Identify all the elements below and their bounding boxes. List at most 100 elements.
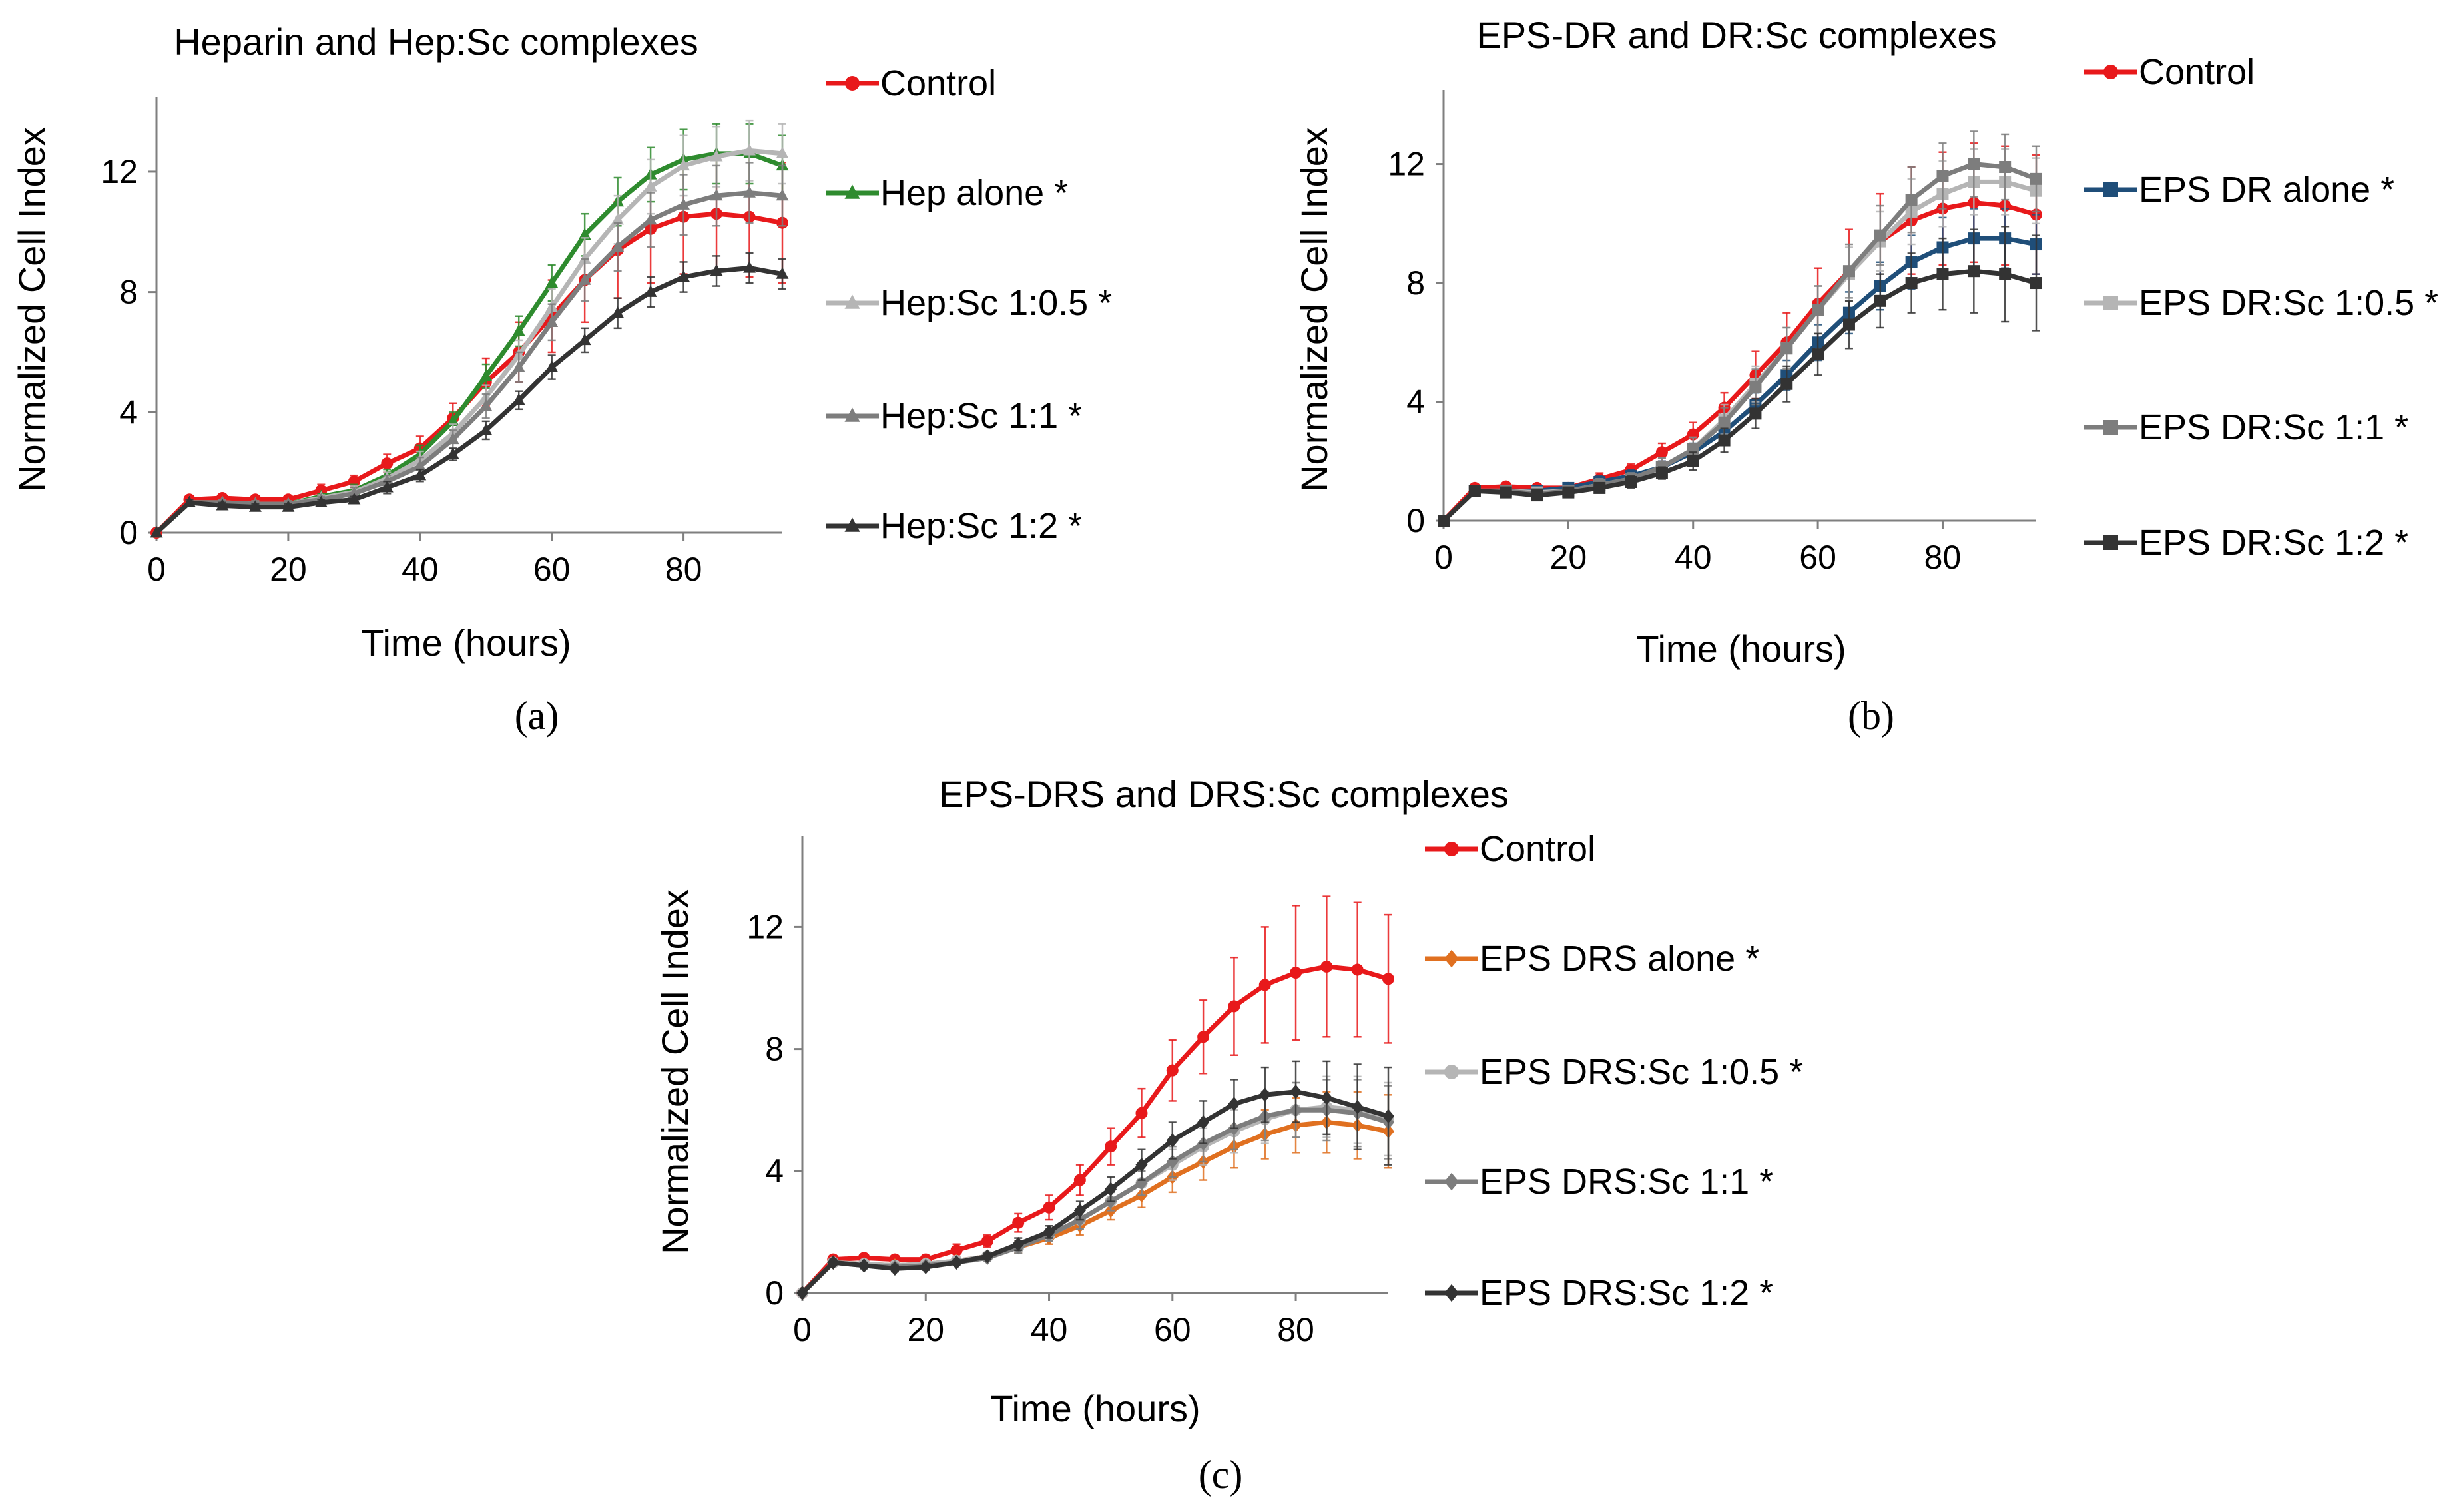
chart-a-data-point [776, 188, 789, 201]
chart-a-series-2 [150, 119, 789, 538]
chart-b-ytick-label: 4 [1406, 383, 1425, 421]
chart-c-data-point [1166, 1064, 1179, 1077]
chart-a-data-point [578, 273, 591, 285]
chart-a-data-point [578, 228, 591, 240]
chart-a-title: Heparin and Hep:Sc complexes [174, 21, 698, 63]
chart-a-ylabel: Normalized Cell Index [11, 127, 53, 492]
chart-c-data-point [1073, 1174, 1086, 1186]
chart-b-legend-label: Control [2139, 52, 2255, 92]
chart-b-data-point [1812, 304, 1824, 316]
chart-c-data-point [1012, 1216, 1025, 1229]
chart-b-data-point [1905, 194, 1918, 206]
chart-b-data-point [1874, 229, 1886, 242]
chart-a-legend-label: Hep alone * [880, 173, 1068, 213]
chart-c-data-point [1351, 963, 1364, 976]
chart-a-xtick-label: 60 [533, 551, 571, 588]
chart-a-data-point [413, 468, 427, 481]
chart-b-legend-marker [2103, 65, 2118, 79]
chart-a-ytick-label: 0 [119, 514, 138, 551]
chart-c-data-point [1043, 1224, 1055, 1240]
chart-b-data-point [1562, 486, 1575, 499]
chart-b-data-point [1842, 265, 1855, 278]
chart-a-data-point [150, 525, 163, 538]
chart-c-data-point [1197, 1031, 1210, 1043]
chart-a-data-point [776, 267, 789, 279]
chart-a-ytick-label: 4 [119, 393, 138, 431]
chart-b-xtick-label: 0 [1434, 539, 1453, 576]
chart-a-data-point [578, 333, 591, 346]
chart-a-data-point [545, 276, 559, 288]
panel-b-chart: EPS-DR and DR:Sc complexes Normalized Ce… [1293, 14, 2438, 738]
chart-b-data-point [1780, 378, 1793, 390]
chart-a-series-line [154, 265, 783, 535]
chart-a-data-point [512, 360, 525, 372]
chart-a-legend-entry: Hep:Sc 1:2 * [826, 506, 1082, 546]
chart-a-data-point [644, 180, 657, 192]
chart-a-data-point [479, 423, 493, 435]
chart-a-data-point [446, 447, 459, 459]
chart-c-data-point [1290, 967, 1302, 979]
chart-b-xtick-label: 20 [1550, 539, 1587, 576]
chart-a-data-point [710, 149, 723, 162]
chart-a-xtick-label: 0 [147, 551, 166, 588]
chart-c-data-point [1105, 1140, 1117, 1153]
chart-c-series-line [800, 964, 1389, 1295]
chart-a-xtick-label: 80 [665, 551, 702, 588]
chart-c-xtick-label: 60 [1154, 1311, 1191, 1348]
chart-a-series-3 [150, 162, 789, 538]
chart-a-xtick-label: 20 [270, 551, 307, 588]
chart-c-legend-marker [1444, 949, 1459, 968]
chart-a-data-point [479, 369, 493, 381]
chart-a-data-point [282, 500, 295, 512]
chart-b-legend-marker [2103, 420, 2118, 435]
chart-a-data-point [446, 432, 459, 445]
chart-a-data-point [611, 306, 625, 318]
chart-c-legend: Control EPS DRS alone * EPS DRS:Sc 1:0.5 *… [1425, 829, 1803, 1313]
chart-c-ytick-label: 4 [765, 1152, 784, 1190]
chart-b-xtick-label: 40 [1675, 539, 1712, 576]
chart-a-data-point [348, 486, 361, 499]
chart-b-data-point [1780, 342, 1793, 355]
chart-a-legend-marker [844, 517, 860, 532]
chart-b-legend-label: EPS DR:Sc 1:0.5 * [2139, 283, 2438, 323]
chart-c-ylabel: Normalized Cell Index [654, 889, 696, 1254]
chart-a-data-point [348, 492, 361, 505]
chart-a-data-point [380, 480, 394, 493]
chart-b-data-point [2030, 172, 2042, 185]
chart-b-plot-area: 0 4 8 12 0 20 40 60 80 [1388, 90, 2042, 576]
chart-c-data-point [1258, 1087, 1271, 1103]
chart-c-data-point [1351, 1099, 1364, 1115]
chart-b-legend-label: EPS DR:Sc 1:2 * [2139, 523, 2408, 563]
chart-a-legend-label: Hep:Sc 1:1 * [880, 396, 1082, 436]
chart-c-xtick-label: 40 [1031, 1311, 1068, 1348]
chart-c-data-point [1012, 1236, 1025, 1252]
chart-a-data-point [479, 399, 493, 411]
chart-a-series-1 [150, 123, 789, 538]
chart-a-legend: Control Hep alone * Hep:Sc 1:0.5 * Hep:Sc 1… [826, 63, 1112, 546]
chart-c-data-point [1382, 973, 1394, 985]
chart-c-panel-label: (c) [1199, 1453, 1243, 1497]
chart-c-ytick-label: 8 [765, 1031, 784, 1068]
chart-b-legend-entry: Control [2084, 52, 2255, 92]
chart-a-data-point [512, 324, 525, 336]
chart-b-data-point [1999, 268, 2012, 280]
chart-c-data-point [950, 1244, 963, 1256]
chart-b-legend-marker [2103, 535, 2118, 550]
chart-a-ytick-label: 12 [101, 153, 138, 190]
chart-b-ylabel: Normalized Cell Index [1293, 127, 1335, 492]
chart-b-legend: Control EPS DR alone * EPS DR:Sc 1:0.5 * EP… [2084, 52, 2438, 563]
chart-b-data-point [1438, 515, 1450, 527]
chart-a-data-point [248, 500, 262, 512]
chart-a-legend-marker [844, 407, 860, 422]
chart-b-legend-entry: EPS DR:Sc 1:1 * [2084, 407, 2408, 447]
chart-b-data-point [1905, 277, 1918, 290]
chart-b-data-point [1655, 446, 1668, 459]
chart-a-legend-marker [844, 184, 860, 199]
chart-c-legend-entry: EPS DRS:Sc 1:2 * [1425, 1273, 1773, 1313]
chart-c-legend-marker [1444, 1172, 1459, 1191]
chart-c-data-point [1135, 1157, 1148, 1172]
chart-b-xlabel: Time (hours) [1636, 628, 1846, 670]
chart-a-series-0 [150, 152, 788, 539]
chart-c-data-point [920, 1260, 932, 1274]
